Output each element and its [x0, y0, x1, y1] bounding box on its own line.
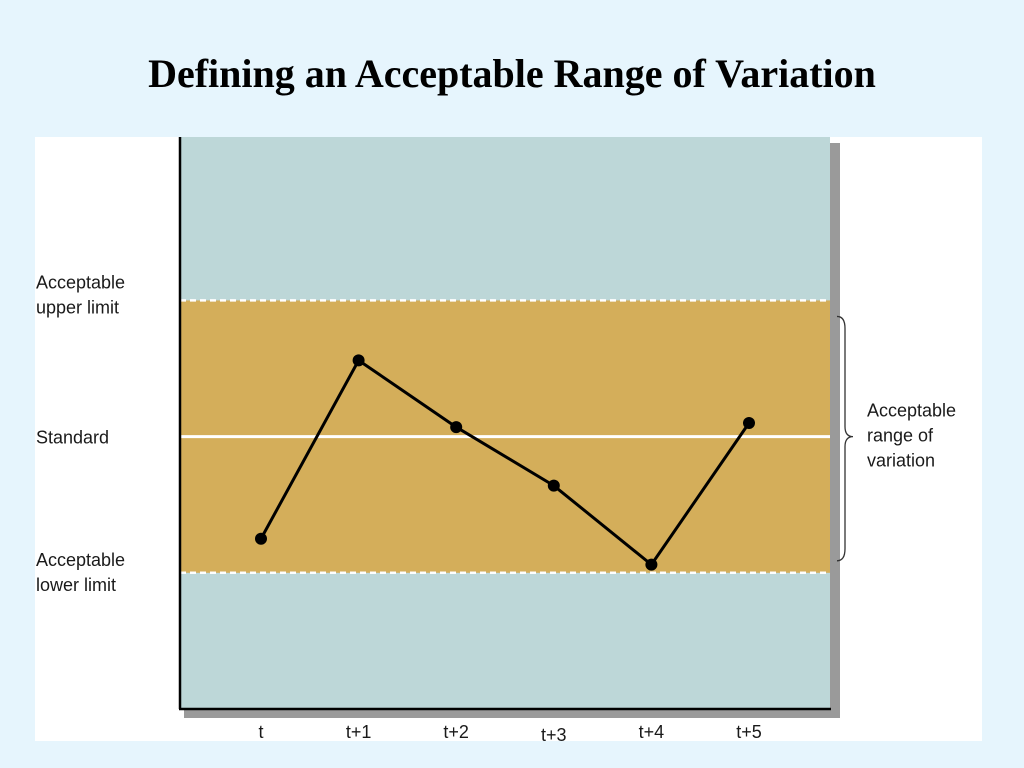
x-tick-label: t+5 — [736, 722, 762, 741]
x-tick-labels: t t+1 t+2 t+3 t+4 t+5 — [258, 722, 761, 741]
data-point-t+2 — [450, 421, 463, 434]
x-tick-label: t+3 — [541, 725, 567, 741]
control-chart: t t+1 t+2 t+3 t+4 t+5 Acceptable upper limit … — [36, 137, 961, 741]
data-point-t+1 — [352, 354, 365, 367]
x-tick-label: t+1 — [346, 722, 372, 741]
lower-limit-label: Acceptable lower limit — [36, 550, 130, 595]
range-bracket — [836, 315, 854, 562]
upper-limit-label: Acceptable upper limit — [36, 272, 130, 317]
data-point-t+3 — [547, 479, 560, 492]
chart-figure: t t+1 t+2 t+3 t+4 t+5 Acceptable upper limit … — [35, 137, 982, 741]
data-point-t — [255, 532, 267, 545]
standard-label: Standard — [36, 428, 109, 448]
data-point-t+5 — [743, 417, 755, 429]
data-series — [255, 354, 755, 571]
slide-title: Defining an Acceptable Range of Variatio… — [148, 51, 876, 96]
x-tick-label: t+2 — [443, 722, 469, 741]
x-tick-label: t — [258, 722, 263, 741]
range-annotation: Acceptable range of variation — [867, 401, 961, 471]
series-line — [259, 358, 751, 567]
data-point-t+4 — [645, 558, 658, 571]
x-tick-label: t+4 — [639, 722, 665, 741]
